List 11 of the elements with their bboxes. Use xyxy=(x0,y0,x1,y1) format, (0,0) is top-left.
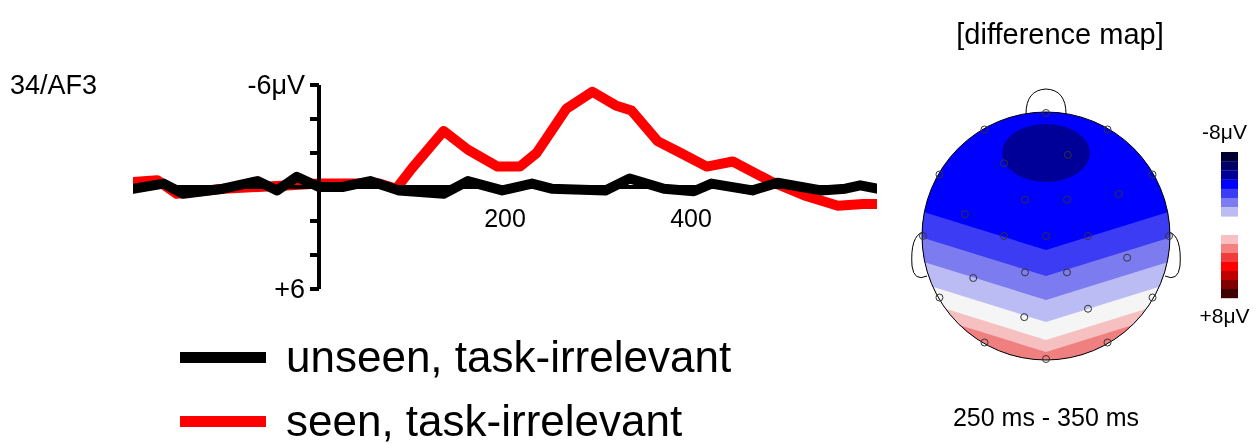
chart-title: 34/AF3 xyxy=(10,70,98,101)
x-tick-label: 200 xyxy=(484,204,526,232)
x-tick-label: 400 xyxy=(670,204,712,232)
legend-label: seen, task-irrelevant xyxy=(286,396,683,444)
text: +8μV xyxy=(1198,304,1251,328)
y-tick-label: +6 xyxy=(274,274,305,304)
legend-label: unseen, task-irrelevant xyxy=(286,332,732,382)
text: -8μV xyxy=(1201,120,1248,144)
text: [difference map] xyxy=(955,18,1165,51)
y-tick-label: -6μV xyxy=(247,70,305,100)
text: 250 ms - 350 ms xyxy=(951,403,1141,432)
